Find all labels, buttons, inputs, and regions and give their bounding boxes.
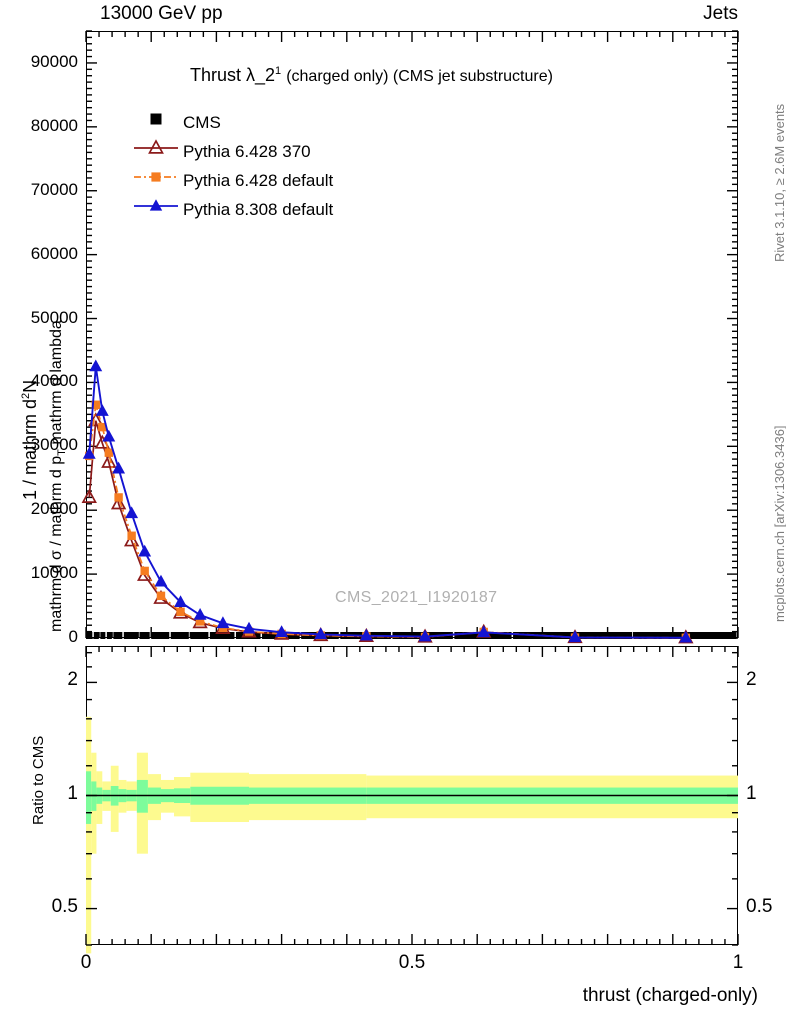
legend-label-1: Pythia 6.428 370	[183, 142, 311, 161]
plot-title-suffix: (charged only) (CMS jet substructure)	[286, 68, 553, 85]
legend-label-0: CMS	[183, 113, 221, 132]
header-analysis-category: Jets	[703, 3, 738, 24]
ratio-y-tick-label-right: 0.5	[746, 895, 773, 917]
main-y-tick-label: 70000	[30, 179, 78, 199]
main-axis-ticks	[85, 30, 739, 639]
main-y-tick-label: 50000	[30, 307, 78, 327]
ratio-y-tick-label-left: 0.5	[51, 895, 78, 917]
plot-title-observable: λ_2	[246, 65, 276, 85]
x-tick-label: 0	[80, 952, 92, 973]
main-y-tick-label: 90000	[30, 51, 78, 71]
ratio-axis-ticks	[85, 646, 739, 946]
ratio-uncertainty-bands	[86, 716, 738, 954]
xaxis-title: thrust (charged-only)	[582, 985, 758, 1006]
x-tick-label: 1	[732, 952, 744, 973]
main-y-tick-label: 60000	[30, 243, 78, 263]
header-collision-energy: 13000 GeV pp	[100, 3, 223, 24]
analysis-id-watermark: CMS_2021_I1920187	[335, 589, 498, 606]
main-y-tick-label: 40000	[30, 371, 78, 391]
ratio-y-tick-label-right: 1	[746, 782, 757, 804]
ratio-y-tick-label-right: 2	[746, 669, 757, 691]
main-y-tick-label: 0	[68, 627, 78, 646]
ratio-y-tick-label-left: 1	[67, 782, 78, 804]
data-series-curves	[81, 359, 737, 644]
legend-label-3: Pythia 8.308 default	[183, 200, 334, 219]
plot-title-exponent: 1	[275, 65, 282, 77]
main-y-tick-label: 20000	[30, 499, 78, 519]
legend-marker-keys	[134, 113, 178, 211]
legend-label-2: Pythia 6.428 default	[183, 171, 334, 190]
x-tick-label: 0.5	[398, 952, 426, 973]
plot-title: Thrust λ_21 (charged only) (CMS jet subs…	[190, 65, 553, 86]
main-y-tick-label: 10000	[30, 563, 78, 583]
ratio-y-tick-label-left: 2	[67, 669, 78, 691]
plot-title-prefix: Thrust	[190, 65, 247, 85]
main-y-tick-label: 80000	[30, 115, 78, 135]
main-y-tick-label: 30000	[30, 435, 78, 455]
